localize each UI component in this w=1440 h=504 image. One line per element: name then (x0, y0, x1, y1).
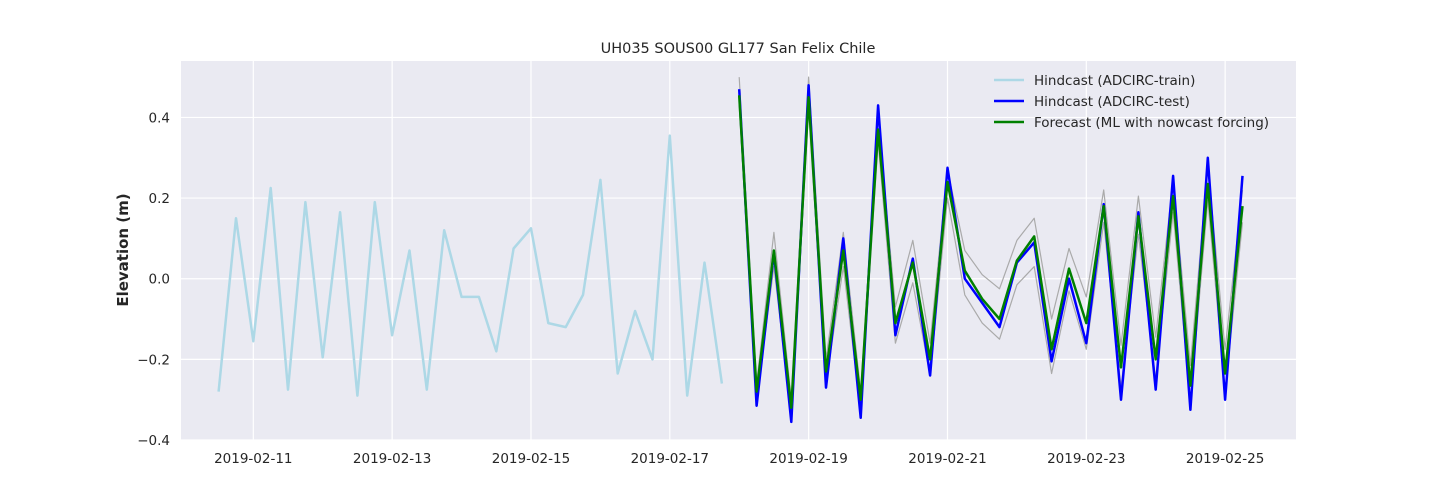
legend-label: Hindcast (ADCIRC-train) (1034, 73, 1195, 89)
x-tick-label: 2019-02-21 (908, 451, 986, 467)
chart-title: UH035 SOUS00 GL177 San Felix Chile (601, 41, 876, 57)
y-tick-label: −0.4 (137, 433, 170, 449)
y-tick-label: 0.2 (149, 191, 170, 207)
y-axis-label: Elevation (m) (114, 193, 132, 306)
x-tick-label: 2019-02-13 (353, 451, 431, 467)
legend-label: Forecast (ML with nowcast forcing) (1034, 115, 1269, 131)
y-tick-label: 0.0 (149, 272, 170, 288)
x-tick-label: 2019-02-25 (1186, 451, 1264, 467)
x-tick-label: 2019-02-19 (769, 451, 847, 467)
x-tick-labels: 2019-02-11 2019-02-13 2019-02-15 2019-02-17… (214, 451, 1264, 467)
x-tick-label: 2019-02-11 (214, 451, 292, 467)
legend: Hindcast (ADCIRC-train) Hindcast (ADCIRC-… (994, 73, 1269, 131)
series-group (217, 83, 1244, 424)
x-tick-label: 2019-02-15 (492, 451, 570, 467)
x-tick-label: 2019-02-23 (1047, 451, 1125, 467)
series-line-2 (737, 95, 1244, 409)
legend-label: Hindcast (ADCIRC-test) (1034, 94, 1190, 110)
x-tick-label: 2019-02-17 (631, 451, 709, 467)
y-tick-label: 0.4 (149, 110, 170, 126)
series-line-0 (217, 134, 724, 397)
y-tick-labels: −0.4 −0.2 0.0 0.2 0.4 (137, 110, 170, 449)
y-tick-label: −0.2 (137, 352, 170, 368)
